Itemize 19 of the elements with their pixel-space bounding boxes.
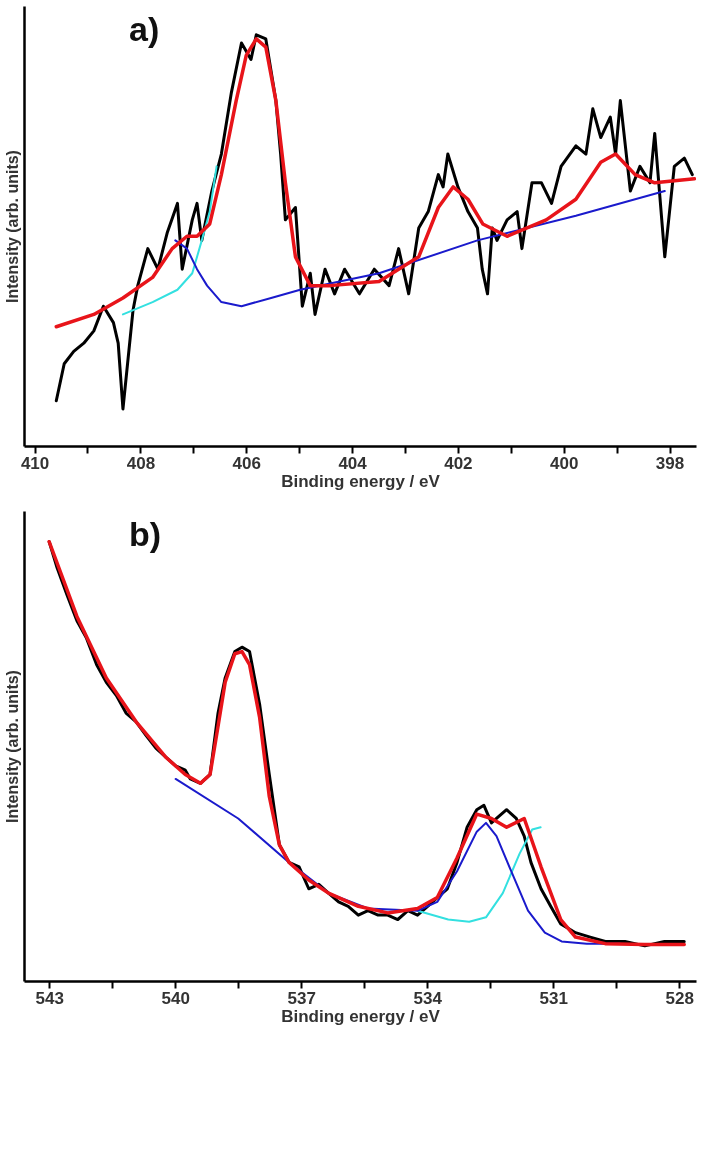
x-tick-label: 402 bbox=[444, 453, 473, 473]
annotation: a) bbox=[129, 10, 160, 48]
x-tick-label: 528 bbox=[665, 988, 694, 1008]
x-axis-title: Binding energy / eV bbox=[281, 471, 441, 491]
x-axis-title: Binding energy / eV bbox=[281, 1006, 441, 1026]
x-tick-label: 410 bbox=[20, 453, 50, 473]
x-tick-label: 531 bbox=[539, 988, 568, 1008]
x-tick-label: 398 bbox=[655, 453, 685, 473]
annotation: b) bbox=[129, 515, 162, 553]
y-axis-title: Intensity (arb. units) bbox=[3, 150, 21, 303]
x-tick-label: 404 bbox=[338, 453, 368, 473]
x-tick-label: 540 bbox=[161, 988, 190, 1008]
x-tick-label: 543 bbox=[35, 988, 64, 1008]
x-tick-label: 406 bbox=[232, 453, 261, 473]
x-tick-label: 537 bbox=[287, 988, 316, 1008]
y-axis-title: Intensity (arb. units) bbox=[3, 670, 21, 823]
x-tick-label: 400 bbox=[550, 453, 579, 473]
x-tick-label: 408 bbox=[126, 453, 156, 473]
x-tick-label: 534 bbox=[413, 988, 443, 1008]
